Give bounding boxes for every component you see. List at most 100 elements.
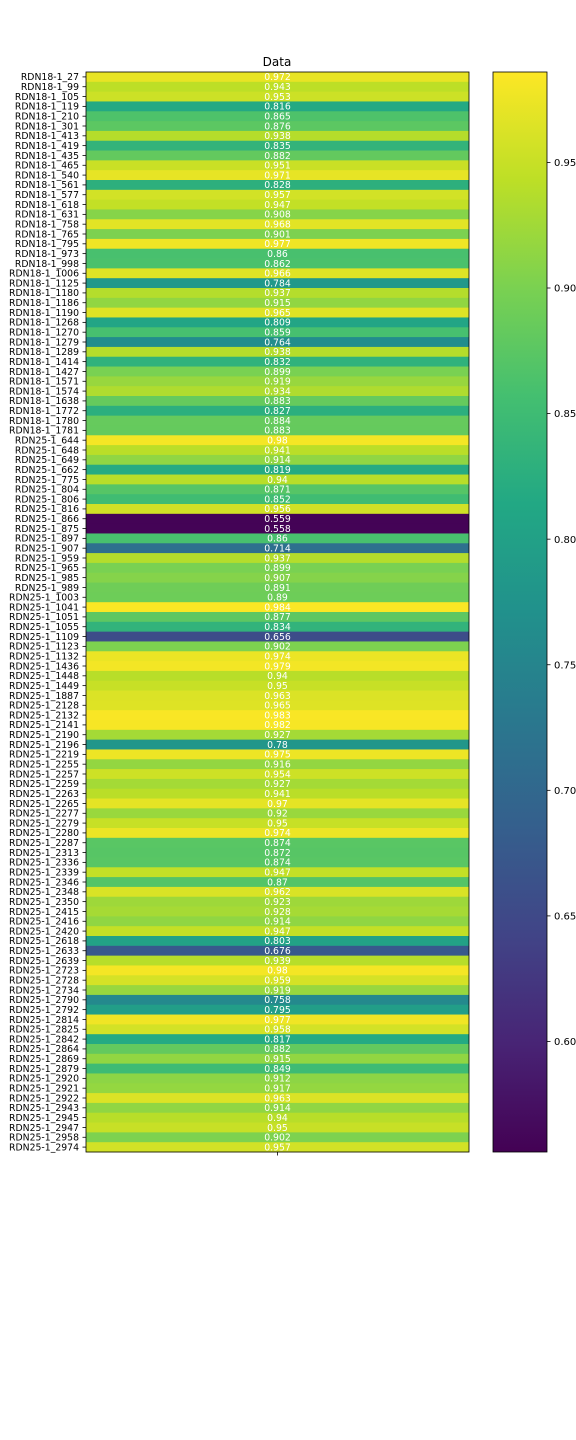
- row-tick-label: RDN25-1_2348: [9, 887, 79, 898]
- cell-value-label: 0.94: [267, 671, 288, 682]
- row-tick-label: RDN25-1_2219: [9, 750, 79, 761]
- cell-value-label: 0.957: [264, 1142, 291, 1153]
- heatmap-cell: [86, 1102, 469, 1114]
- row-tick-label: RDN25-1_2196: [9, 740, 79, 751]
- row-tick-label: RDN18-1_758: [15, 219, 79, 230]
- cell-value-label: 0.919: [264, 985, 291, 996]
- cell-value-label: 0.877: [264, 612, 291, 623]
- heatmap-cell: [86, 778, 469, 790]
- cell-value-label: 0.963: [264, 691, 291, 702]
- heatmap-cell: [86, 1093, 469, 1104]
- cell-value-label: 0.962: [264, 887, 291, 898]
- cell-value-label: 0.92: [267, 809, 288, 820]
- heatmap-cell: [86, 877, 469, 888]
- row-tick-label: RDN18-1_1638: [9, 396, 79, 407]
- cell-value-label: 0.803: [264, 936, 291, 947]
- row-tick-label: RDN18-1_413: [15, 131, 79, 142]
- cell-value-label: 0.764: [264, 337, 291, 348]
- cell-value-label: 0.914: [264, 1103, 291, 1114]
- chart-title: Data: [263, 55, 292, 69]
- row-tick-label: RDN18-1_1279: [9, 337, 79, 348]
- row-tick-label: RDN25-1_2346: [9, 877, 79, 888]
- heatmap-cell: [86, 896, 469, 907]
- cell-value-label: 0.915: [264, 298, 291, 309]
- heatmap-cell: [86, 445, 469, 456]
- heatmap-cell: [86, 926, 469, 937]
- heatmap-cell: [86, 327, 469, 338]
- heatmap-cell: [86, 219, 469, 230]
- row-tick-label: RDN18-1_1781: [9, 426, 79, 437]
- heatmap-cell: [86, 592, 469, 603]
- row-labels: RDN18-1_27RDN18-1_99RDN18-1_105RDN18-1_1…: [9, 72, 79, 1153]
- heatmap-cell: [86, 788, 469, 799]
- heatmap-axes: [82, 71, 470, 1156]
- heatmap-cell: [86, 504, 469, 515]
- cell-value-label: 0.965: [264, 701, 291, 712]
- cell-value-label: 0.832: [264, 357, 291, 368]
- cell-value-label: 0.816: [264, 102, 291, 113]
- cell-value-label: 0.966: [264, 269, 291, 280]
- heatmap-cell: [86, 670, 469, 682]
- cell-value-label: 0.98: [267, 435, 288, 446]
- row-tick-label: RDN25-1_2128: [9, 701, 79, 712]
- row-tick-label: RDN25-1_2132: [9, 710, 79, 721]
- cell-value-label: 0.95: [267, 1123, 288, 1134]
- cell-value-label: 0.828: [264, 180, 291, 191]
- heatmap-cell: [86, 454, 469, 466]
- cell-value-label: 0.968: [264, 219, 291, 230]
- heatmap-cell: [86, 356, 469, 367]
- row-tick-label: RDN25-1_907: [15, 543, 79, 554]
- cell-value-label: 0.899: [264, 367, 291, 378]
- heatmap-cell: [86, 808, 469, 819]
- cell-value-label: 0.874: [264, 858, 291, 869]
- cell-value-label: 0.954: [264, 769, 291, 780]
- cell-value-label: 0.871: [264, 485, 291, 496]
- cell-value-label: 0.883: [264, 426, 291, 437]
- cell-value-label: 0.963: [264, 1093, 291, 1104]
- row-tick-label: RDN18-1_435: [15, 151, 79, 162]
- cell-value-label: 0.956: [264, 504, 291, 515]
- cell-value-label: 0.983: [264, 710, 291, 721]
- cell-value-label: 0.899: [264, 563, 291, 574]
- row-tick-label: RDN25-1_2255: [9, 759, 79, 770]
- heatmap-cell: [86, 749, 469, 760]
- cell-value-label: 0.819: [264, 465, 291, 476]
- heatmap-cell: [86, 1024, 469, 1035]
- cell-value-label: 0.874: [264, 838, 291, 849]
- heatmap-cell: [86, 72, 469, 83]
- colorbar-tick-label: 0.90: [554, 284, 576, 295]
- cell-value-label: 0.891: [264, 583, 291, 594]
- row-tick-label: RDN18-1_105: [15, 92, 79, 103]
- heatmap-cell: [86, 494, 469, 505]
- row-tick-label: RDN25-1_2864: [9, 1044, 79, 1055]
- cell-value-label: 0.959: [264, 975, 291, 986]
- cell-value-label: 0.862: [264, 259, 291, 270]
- heatmap-cell: [86, 729, 469, 741]
- cell-value-label: 0.939: [264, 956, 291, 967]
- heatmap-cell: [86, 288, 469, 299]
- cell-value-label: 0.916: [264, 759, 291, 770]
- row-tick-label: RDN25-1_2945: [9, 1113, 79, 1124]
- row-tick-label: RDN25-1_2723: [9, 966, 79, 977]
- heatmap-cell: [86, 847, 469, 858]
- heatmap-cell: [86, 582, 469, 593]
- row-tick-label: RDN25-1_2814: [9, 1015, 79, 1026]
- cell-value-label: 0.984: [264, 602, 291, 613]
- row-tick-label: RDN25-1_806: [15, 494, 79, 505]
- cell-value-label: 0.876: [264, 121, 291, 132]
- row-tick-label: RDN25-1_2947: [9, 1123, 79, 1134]
- row-tick-label: RDN18-1_795: [15, 239, 79, 250]
- row-tick-label: RDN25-1_2420: [9, 926, 79, 937]
- heatmap-cell: [86, 975, 469, 986]
- row-tick-label: RDN18-1_765: [15, 229, 79, 240]
- row-tick-label: RDN18-1_1772: [9, 406, 79, 417]
- cell-value-label: 0.908: [264, 210, 291, 221]
- row-tick-label: RDN25-1_2639: [9, 956, 79, 967]
- row-tick-label: RDN18-1_1289: [9, 347, 79, 358]
- row-tick-label: RDN18-1_973: [15, 249, 79, 260]
- cell-value-label: 0.951: [264, 161, 291, 172]
- row-tick-label: RDN25-1_2190: [9, 730, 79, 741]
- cell-value-label: 0.943: [264, 82, 291, 93]
- heatmap-cell: [86, 965, 469, 976]
- row-tick-label: RDN25-1_2350: [9, 897, 79, 908]
